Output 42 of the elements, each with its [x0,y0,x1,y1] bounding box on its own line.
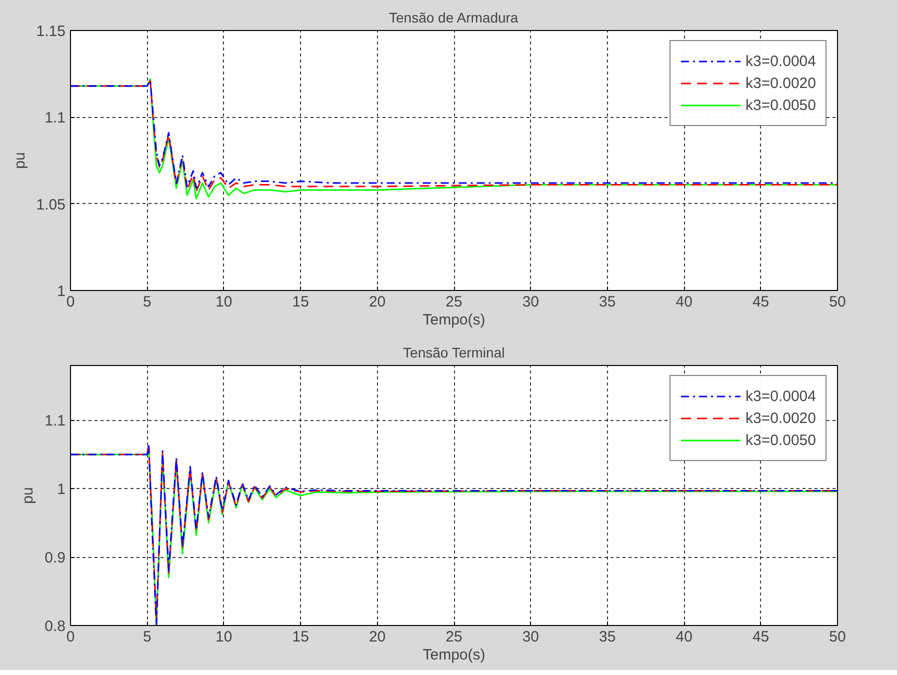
x-tick-label: 0 [66,294,75,310]
x-tick-label: 35 [599,294,616,310]
x-tick-label: 20 [368,628,386,646]
x-tick-label: 20 [368,294,386,310]
x-tick-label: 45 [752,294,770,310]
chart-title: Tensão Terminal [403,344,505,360]
x-tick-label: 30 [522,294,540,310]
legend-label: k3=0.0004 [746,388,816,404]
x-tick-label: 10 [216,628,232,646]
y-tick-label: 1 [57,481,66,498]
x-axis-title: Tempo(s) [422,646,486,664]
x-tick-label: 45 [752,628,770,646]
x-tick-label: 35 [599,628,616,646]
y-axis-title: pu [20,487,37,504]
x-tick-label: 25 [446,294,462,310]
legend-label: k3=0.0050 [746,432,816,448]
x-tick-label: 40 [676,294,692,310]
x-tick-label: 5 [143,294,152,310]
x-axis-title: Tempo(s) [422,312,486,328]
x-tick-label: 15 [292,628,309,646]
x-tick-label: 25 [446,628,462,646]
y-tick-label: 1.1 [44,412,66,430]
x-tick-label: 50 [829,628,846,646]
y-tick-label: 0.8 [44,618,66,635]
chart-title: Tensão de Armadura [389,10,518,26]
legend-label: k3=0.0050 [746,96,816,114]
y-axis-title: pu [11,152,28,169]
y-tick-label: 1.1 [44,110,66,127]
x-tick-label: 40 [676,628,692,646]
y-tick-label: 1.15 [36,23,66,40]
y-tick-label: 1.05 [36,196,66,214]
y-tick-label: 1 [57,283,66,300]
x-tick-label: 10 [216,294,232,310]
legend-label: k3=0.0020 [746,410,816,426]
x-tick-label: 15 [292,294,309,310]
x-tick-label: 50 [829,294,846,310]
x-tick-label: 5 [143,628,152,646]
legend-label: k3=0.0020 [746,74,816,92]
x-tick-label: 30 [522,628,540,646]
legend-label: k3=0.0004 [746,52,816,70]
y-tick-label: 0.9 [44,550,66,567]
x-tick-label: 0 [66,628,75,646]
